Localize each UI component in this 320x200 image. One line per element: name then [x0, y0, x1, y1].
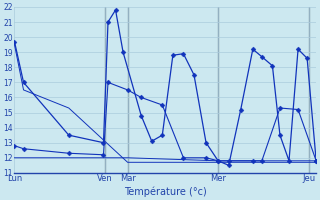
X-axis label: Température (°c): Température (°c) — [124, 186, 207, 197]
